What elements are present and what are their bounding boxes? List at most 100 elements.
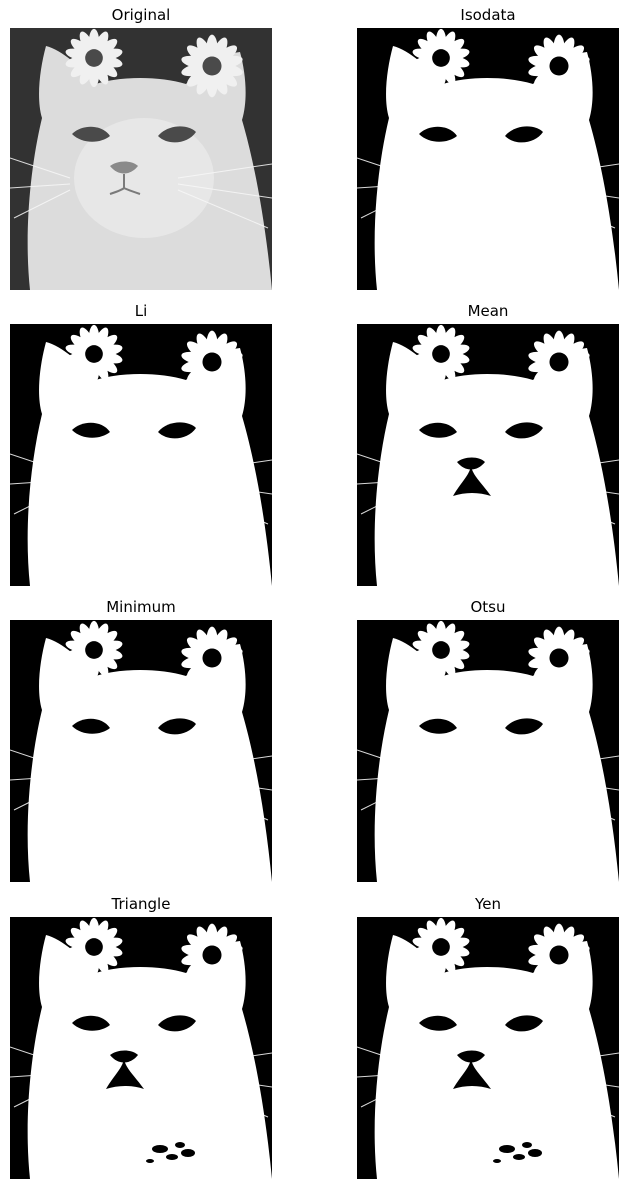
right-petal [533,934,557,954]
left-center [432,938,450,956]
whisker [177,1052,272,1068]
whisker [177,479,272,495]
whiskers [10,1046,272,1118]
whisker [10,157,71,179]
cat-head [374,46,619,290]
right-petal [211,333,228,360]
cat-head [27,935,272,1179]
right-flower [181,626,243,690]
mouth-line [109,174,141,195]
cat-image-svg [10,620,272,882]
cat-nose [110,1050,138,1063]
chest-shadow [522,1142,532,1148]
left-petal [426,623,442,648]
right-eye [505,126,543,143]
right-petal [543,333,560,360]
left-petal [93,920,109,945]
cat-nose [457,753,485,766]
original-cat-image [10,28,272,290]
cat-image-svg [357,620,619,882]
right-eye [505,422,543,439]
right-petal [561,363,585,383]
right-petal [561,956,585,976]
mouth-shadow [453,464,491,496]
triangle-threshold-image [10,917,272,1179]
whiskers [357,749,619,821]
right-petal [196,37,213,64]
left-flower [65,620,123,680]
panel-title: Isodata [460,6,516,24]
left-petal [440,327,456,352]
whisker [13,1078,71,1108]
right-center [549,945,569,965]
cat-nose [110,161,138,174]
right-petal [214,956,238,976]
panel-title: Otsu [470,598,506,616]
chest-shadow [181,1149,195,1157]
right-petal [214,363,238,383]
whisker [10,453,71,475]
whisker [10,1046,71,1068]
left-petal [426,652,442,677]
right-petal [543,364,560,391]
right-flower [528,626,590,690]
panel-title: Li [134,302,148,320]
yen-threshold-image [357,917,619,1179]
right-petal [558,333,575,360]
left-petal [426,327,442,352]
whisker [177,189,269,229]
cat-image-svg [10,324,272,586]
whisker [524,1072,619,1088]
whisker [524,775,619,791]
whisker [177,485,269,525]
right-center [202,352,222,372]
right-petal [186,637,210,657]
otsu-threshold-image [357,620,619,882]
left-center [432,345,450,363]
whisker [524,1078,616,1118]
left-eye [72,422,110,438]
cat-image-svg [357,28,619,290]
left-flower [412,917,470,977]
right-flower [181,923,243,987]
cat-nose [457,161,485,174]
whisker [360,485,418,515]
right-petal [533,341,557,361]
whisker [13,189,71,219]
right-petal [186,934,210,954]
muzzle-highlight [74,118,214,238]
left-eye [72,1015,110,1031]
right-eye [505,1015,543,1032]
right-center [549,56,569,76]
left-petal [417,630,440,650]
whiskers [10,749,272,821]
left-petal [442,947,465,967]
left-petal [93,327,109,352]
chest-shadow [146,1159,154,1163]
chest-shadow [499,1145,515,1153]
left-center [85,345,103,363]
whisker [177,755,272,771]
left-eye [419,126,457,142]
whisker [177,775,272,791]
right-flower [528,34,590,98]
left-petal [440,920,456,945]
right-petal [561,659,585,679]
whisker [357,183,418,189]
right-petal [558,926,575,953]
li-threshold-image [10,324,272,586]
panel-title: Minimum [106,598,176,616]
right-petal [533,637,557,657]
whisker [177,781,269,821]
isodata-threshold-image [357,28,619,290]
right-petal [196,364,213,391]
left-flower [65,28,123,88]
left-flower [412,620,470,680]
right-eye [158,422,196,439]
left-petal [93,623,109,648]
right-petal [543,926,560,953]
cat-head [374,638,619,882]
whisker [360,781,418,811]
whisker [524,781,616,821]
whisker [10,479,71,485]
